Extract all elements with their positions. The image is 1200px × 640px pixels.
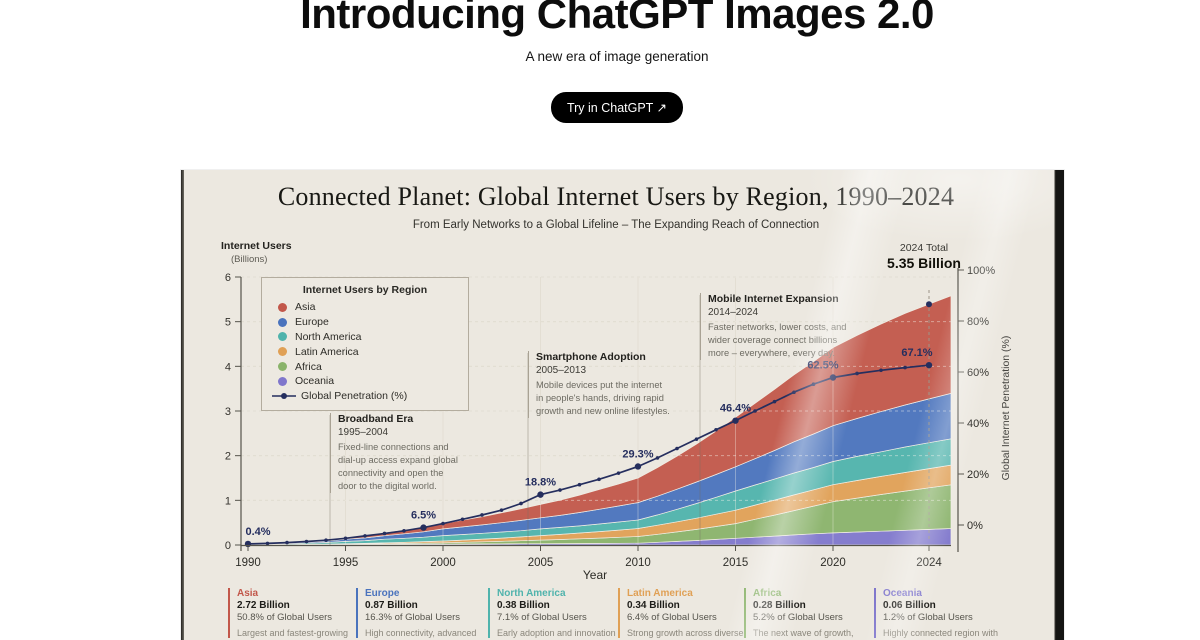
svg-text:20%: 20% [967,469,989,481]
chart-poster-image: Connected Planet: Global Internet Users … [181,170,1064,640]
svg-text:60%: 60% [967,367,989,379]
legend-item: Africa [262,359,468,374]
right-axis-label: Global Internet Penetration (%) [1000,335,1012,481]
svg-text:1995: 1995 [333,557,359,569]
region-stat-europe: Europe 0.87 Billion 16.3% of Global Users H… [356,588,487,638]
svg-text:2010: 2010 [625,557,651,569]
stacked-areas [247,295,952,546]
legend-swatch-icon [278,302,287,312]
svg-text:1990: 1990 [235,557,261,569]
region-stat-latin-america: Latin America 0.34 Billion 6.4% of Global … [618,588,749,638]
legend-swatch-icon [278,376,287,386]
cta-container: Try in ChatGPT ↗ [17,92,1200,123]
svg-text:2005: 2005 [528,557,554,569]
left-axis-title: Internet Users [221,240,292,252]
penetration-callout-label: 0.4% [245,526,270,538]
penetration-callout-label: 67.1% [901,347,932,359]
penetration-callout-label: 6.5% [411,510,436,522]
total-apex-dot [926,301,932,308]
penetration-callout-label: 62.5% [807,360,838,372]
svg-text:100%: 100% [967,265,995,277]
svg-text:2024: 2024 [916,557,942,569]
annotation-smartphone-adoption: Smartphone Adoption 2005–2013 Mobile dev… [528,351,696,419]
chart-subtitle: From Early Networks to a Global Lifeline… [412,219,820,231]
legend-swatch-icon [278,347,287,357]
legend-items: Asia Europe North America Latin America Afri… [262,300,468,404]
svg-text:6: 6 [225,272,231,284]
penetration-callout-label: 46.4% [720,403,751,415]
legend-title: Internet Users by Region [302,284,428,296]
legend-item: Europe [262,315,468,330]
svg-text:4: 4 [225,361,231,373]
page-subtitle: A new era of image generation [525,49,709,64]
x-axis-label: Year [582,568,608,582]
try-in-chatgpt-button[interactable]: Try in ChatGPT ↗ [550,92,684,123]
svg-text:5: 5 [225,317,231,329]
penetration-callout-label: 29.3% [622,448,653,460]
legend-swatch-icon [278,317,287,327]
region-stat-oceania: Oceania 0.06 Billion 1.2% of Global Users H… [874,588,1005,638]
legend-item: Asia [262,300,468,315]
penetration-callout-label: 18.8% [525,477,556,489]
page-title: Introducing ChatGPT Images 2.0 [300,0,934,37]
svg-text:2015: 2015 [723,557,749,569]
left-axis-units: (Billions) [231,254,268,265]
chart-legend: Internet Users by Region Asia Europe North… [261,277,469,411]
region-stat-asia: Asia 2.72 Billion 50.8% of Global Users Lar… [228,588,359,638]
annotation-mobile-internet-expansion: Mobile Internet Expansion 2014–2024 Fast… [700,293,868,361]
line-marker-icon [272,393,296,400]
svg-text:40%: 40% [967,418,989,430]
svg-text:1: 1 [225,495,231,507]
legend-item: Latin America [262,344,468,359]
legend-swatch-icon [278,332,287,342]
svg-text:2000: 2000 [430,557,456,569]
legend-item: Oceania [262,374,468,389]
legend-item: North America [262,330,468,345]
svg-text:80%: 80% [967,316,989,328]
region-stat-north-america: North America 0.38 Billion 7.1% of Global … [488,588,619,638]
svg-text:2: 2 [225,451,231,463]
svg-text:3: 3 [225,406,231,418]
annotation-broadband-era: Broadband Era 1995–2004 Fixed-line conne… [330,413,498,494]
chart-title: Connected Planet: Global Internet Users … [277,182,955,211]
legend-swatch-icon [278,362,287,372]
region-stat-africa: Africa 0.28 Billion 5.2% of Global Users Th… [744,588,875,638]
legend-item-penetration: Global Penetration (%) [262,389,468,404]
svg-text:0: 0 [225,540,231,552]
svg-text:2020: 2020 [820,557,846,569]
svg-text:0%: 0% [967,520,983,532]
total-2024-callout: 2024 Total 5.35 Billion [887,242,961,271]
